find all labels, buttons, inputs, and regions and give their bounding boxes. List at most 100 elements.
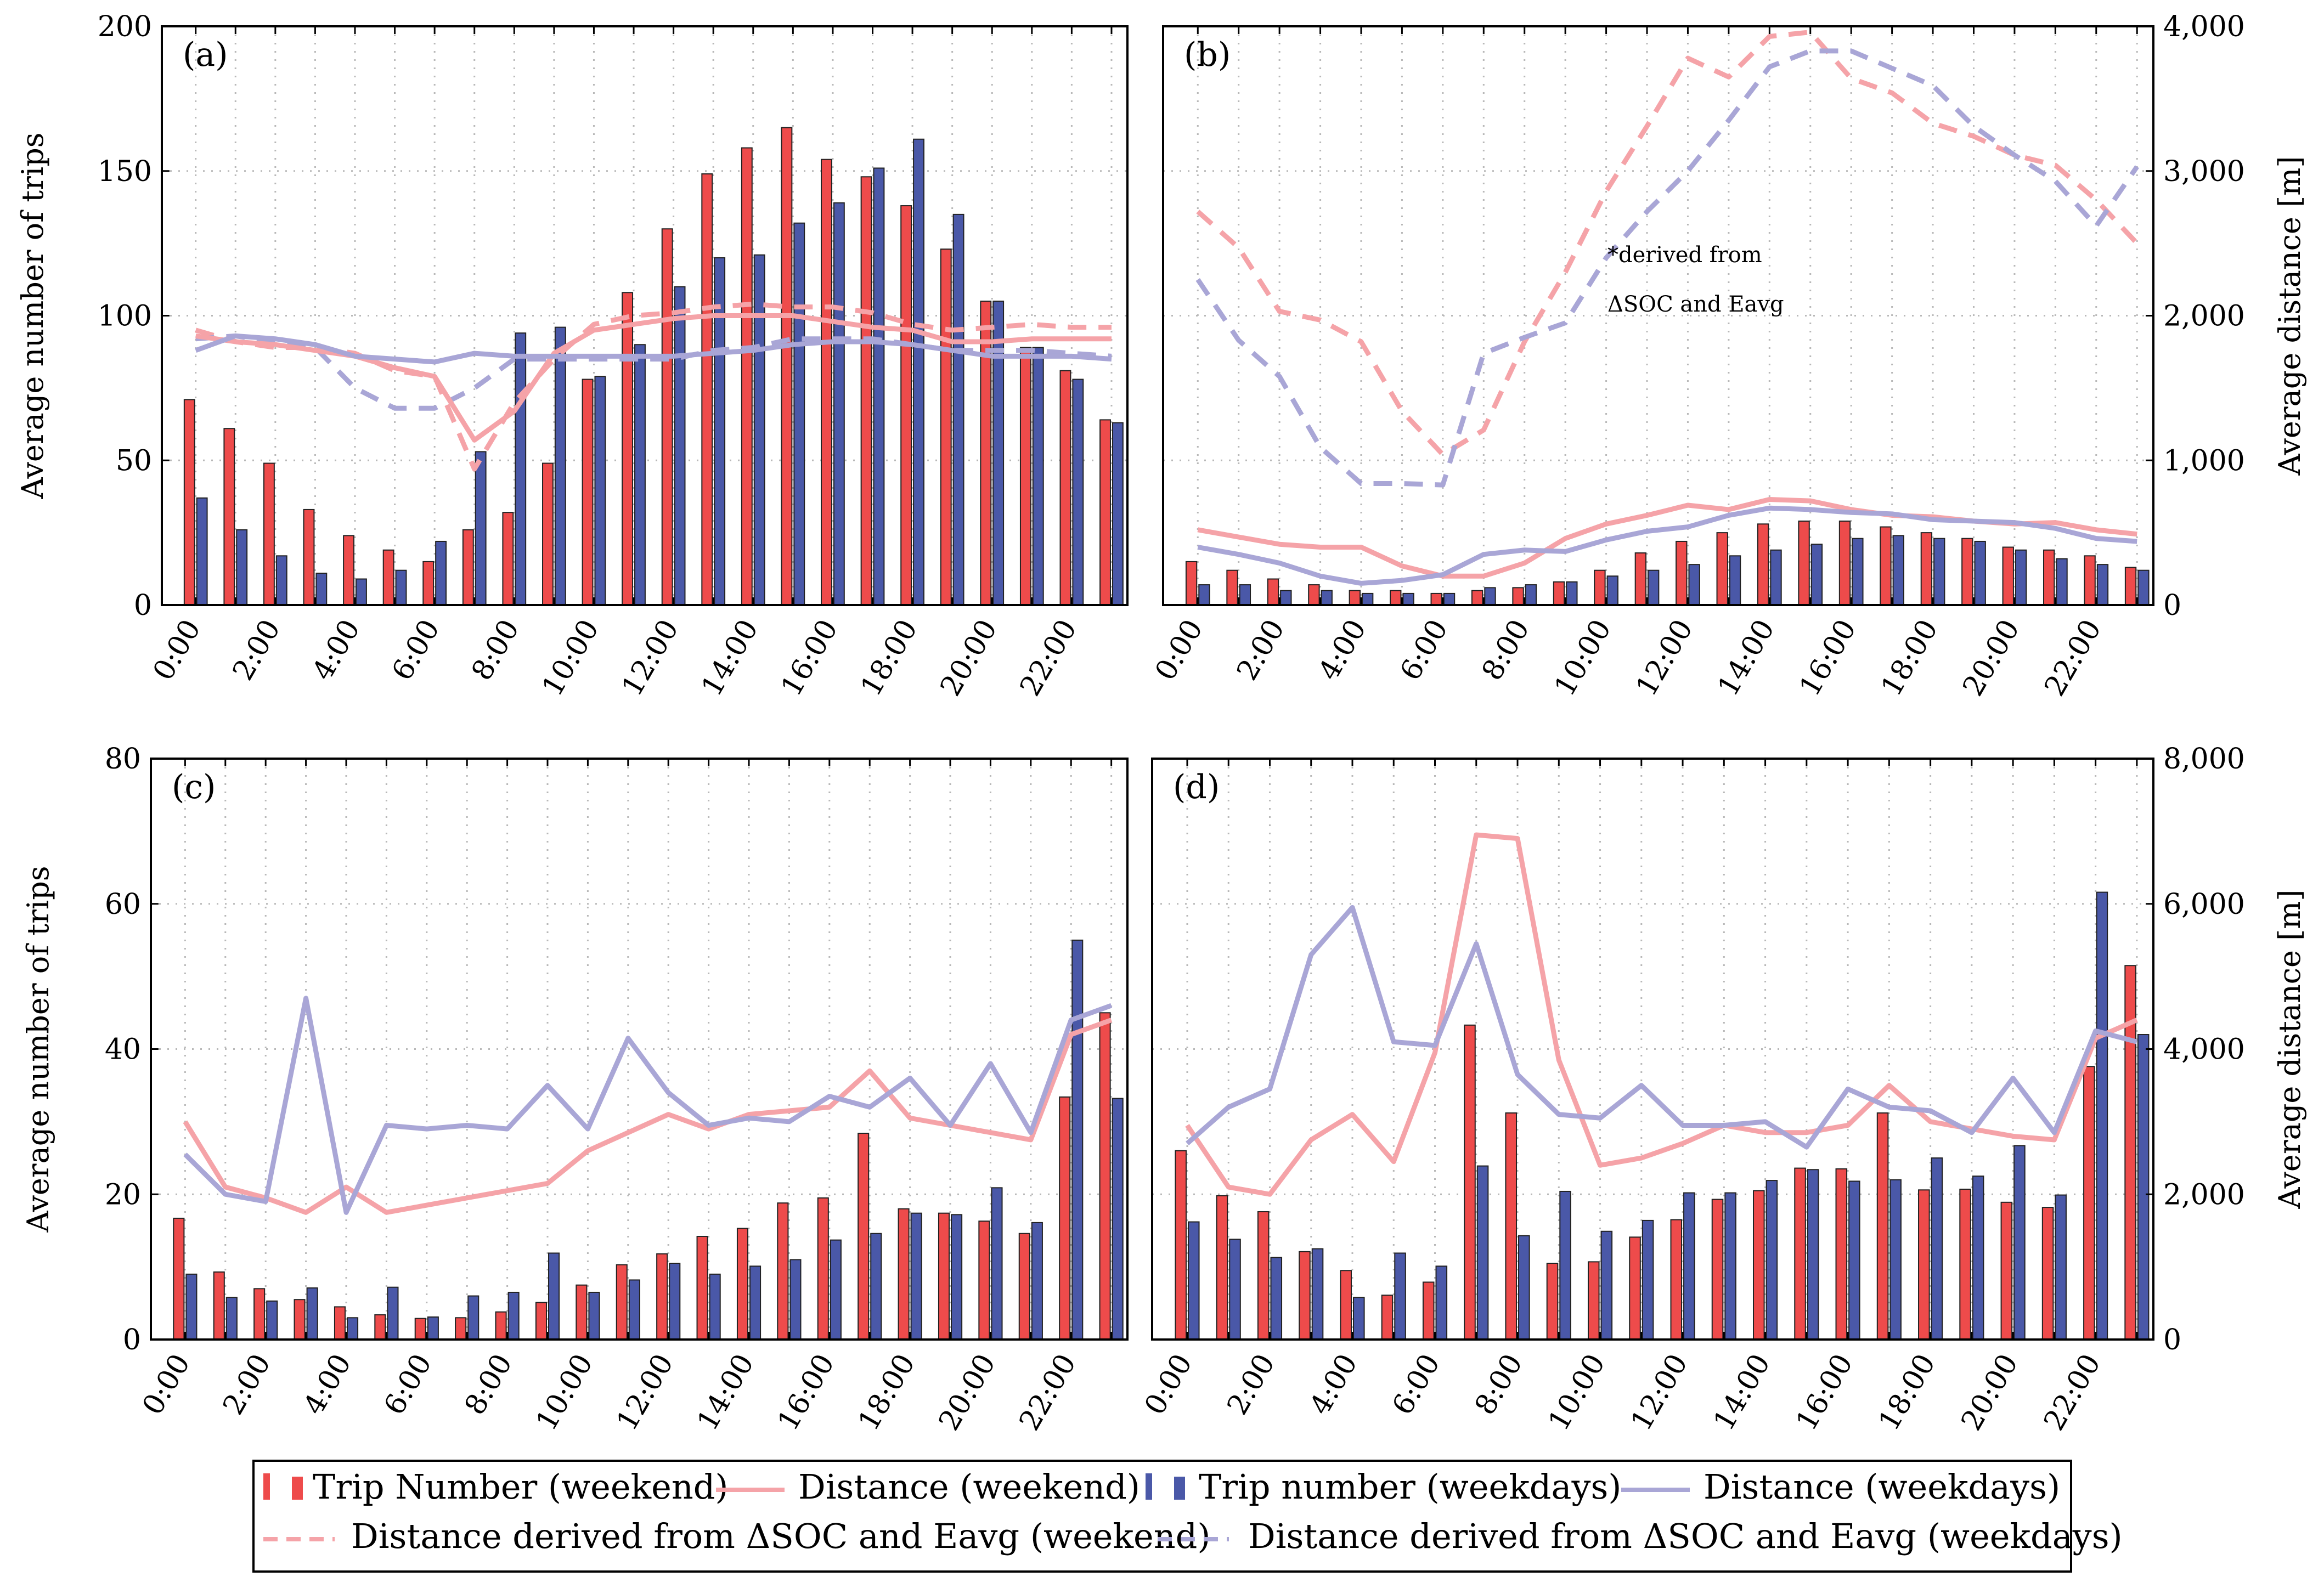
y-tick-label: 3,000 [2163, 155, 2245, 188]
bar-trip-weekend [2002, 546, 2014, 606]
bar-trip-weekend [1546, 1263, 1559, 1341]
x-tick-label: 6:00 [1394, 614, 1454, 686]
y-axis: 0 2,000 4,000 6,000 8,000 Average distance [m… [2146, 743, 2307, 1357]
y-tick-label: 60 [105, 888, 141, 921]
x-tick-label: 6:00 [386, 614, 446, 686]
panel-label: (a) [183, 36, 228, 74]
bar-trip-weekend [900, 205, 912, 606]
legend-item-trip-weekdays: Trip number (weekdays) [1146, 1467, 1622, 1507]
bar-trip-weekdays [467, 1295, 480, 1340]
bar-trip-weekend [1464, 1024, 1476, 1341]
x-tick-label: 10:00 [1542, 1349, 1612, 1437]
bar-trip-weekdays [793, 222, 805, 606]
bar-trip-weekdays [1642, 1219, 1654, 1341]
bar-trip-weekend [334, 1306, 346, 1340]
bar-trip-weekend [777, 1202, 789, 1341]
x-tick-label: 8:00 [465, 614, 526, 686]
bar-trip-weekend [661, 228, 673, 606]
x-tick-label: 14:00 [691, 1349, 760, 1437]
x-tick-label: 4:00 [297, 1349, 358, 1421]
y-tick-label: 4,000 [2163, 10, 2245, 43]
x-tick-label: 8:00 [1469, 1349, 1529, 1421]
bar-trip-weekdays [749, 1265, 761, 1341]
bar-trip-weekend [1257, 1211, 1270, 1341]
bar-trip-weekdays [830, 1239, 842, 1340]
bar-trip-weekend [1216, 1195, 1228, 1340]
bar-trip-weekend [701, 173, 713, 606]
bar-trip-weekend [422, 561, 435, 606]
bar-trip-weekdays [266, 1300, 278, 1341]
x-tick-label: 12:00 [611, 1349, 680, 1437]
bar-trip-weekend [2124, 567, 2137, 606]
bar-trip-weekdays [1198, 584, 1210, 606]
bar-trip-weekdays [548, 1252, 560, 1340]
bar-trip-weekend [502, 512, 514, 606]
bar-trip-weekdays [1729, 555, 1741, 606]
bar-trip-weekdays [634, 344, 646, 606]
bar-trip-weekend [374, 1314, 386, 1340]
bar-trip-weekdays [870, 1233, 882, 1340]
bar-trip-weekend [1676, 540, 1688, 606]
bar-trip-weekend [1753, 1190, 1765, 1341]
bar-trip-weekdays [674, 286, 686, 606]
bar-trip-weekdays [315, 572, 328, 606]
bar-trip-weekend [1512, 587, 1524, 606]
bar-trip-weekend [455, 1317, 467, 1341]
bar-trip-weekend [1594, 569, 1606, 606]
bar-trip-weekend [223, 428, 235, 606]
x-tick-label: 16:00 [771, 1349, 841, 1437]
bar-trip-weekdays [1518, 1235, 1530, 1341]
bar-trip-weekdays [1848, 1180, 1860, 1341]
y-tick-label: 2,000 [2163, 1178, 2245, 1211]
bar-trip-weekend [1299, 1251, 1311, 1340]
bar-trip-weekdays [507, 1291, 520, 1341]
legend-box [252, 1460, 2072, 1573]
bar-trip-weekdays [1394, 1252, 1406, 1340]
y-tick-label: 2,000 [2163, 300, 2245, 333]
bar-trip-weekdays [1765, 1180, 1778, 1340]
y-axis-label: Average number of trips [15, 133, 50, 500]
x-tick-label: 20:00 [933, 1349, 1002, 1437]
bar-trip-weekend [781, 127, 793, 606]
bar-trip-weekdays [1931, 1157, 1943, 1340]
x-tick-label: 2:00 [227, 614, 287, 686]
bar-trip-weekend [1175, 1150, 1187, 1340]
bar-trip-weekend [1629, 1236, 1641, 1341]
bar-trip-weekend [294, 1299, 306, 1341]
legend-item-derived-weekdays: Distance derived from ΔSOC and Eavg (wee… [1158, 1516, 2123, 1556]
bar-trip-weekdays [427, 1316, 439, 1341]
bar-trip-weekend [1505, 1112, 1518, 1340]
bar-trip-weekend [542, 462, 554, 606]
bar-trip-weekend [940, 248, 952, 606]
bar-trip-weekdays [275, 555, 287, 606]
bar-trip-weekend [1553, 581, 1565, 606]
bar-trip-weekend [1059, 370, 1071, 606]
bar-trip-weekend [1959, 1188, 1971, 1340]
bar-trip-weekend [860, 176, 872, 606]
bar-trip-weekdays [1353, 1297, 1365, 1340]
y-tick-label: 1,000 [2163, 444, 2245, 477]
x-tick-label: 22:00 [2038, 614, 2108, 702]
bar-trip-weekdays [1032, 347, 1044, 606]
bar-trip-weekend [2084, 555, 2096, 606]
bar-trip-weekend [1471, 590, 1483, 606]
y-tick-label: 200 [98, 10, 152, 43]
y-tick-label: 0 [123, 1324, 141, 1357]
bar-trip-weekend [1798, 521, 1810, 606]
bar-trip-weekdays [1112, 1098, 1124, 1340]
bar-trip-weekdays [1933, 538, 1945, 606]
bar-trip-weekend [1099, 419, 1111, 606]
bar-trip-weekend [1226, 569, 1238, 606]
x-tick-label: 10:00 [536, 614, 606, 702]
bar-trip-weekend [1059, 1096, 1071, 1341]
bars [173, 939, 1124, 1341]
bar-trip-weekend [616, 1264, 628, 1341]
line-derived-weekdays [1195, 48, 2139, 488]
bar-trip-weekdays [1321, 590, 1333, 606]
line-derived-weekdays [195, 333, 1112, 411]
bar-trip-weekend [1430, 592, 1442, 606]
legend-label-trip-weekend: Trip Number (weekend) [313, 1467, 729, 1507]
x-tick-label: 4:00 [306, 614, 366, 686]
bar-trip-weekend [414, 1318, 426, 1341]
y-tick-label: 0 [134, 589, 152, 622]
